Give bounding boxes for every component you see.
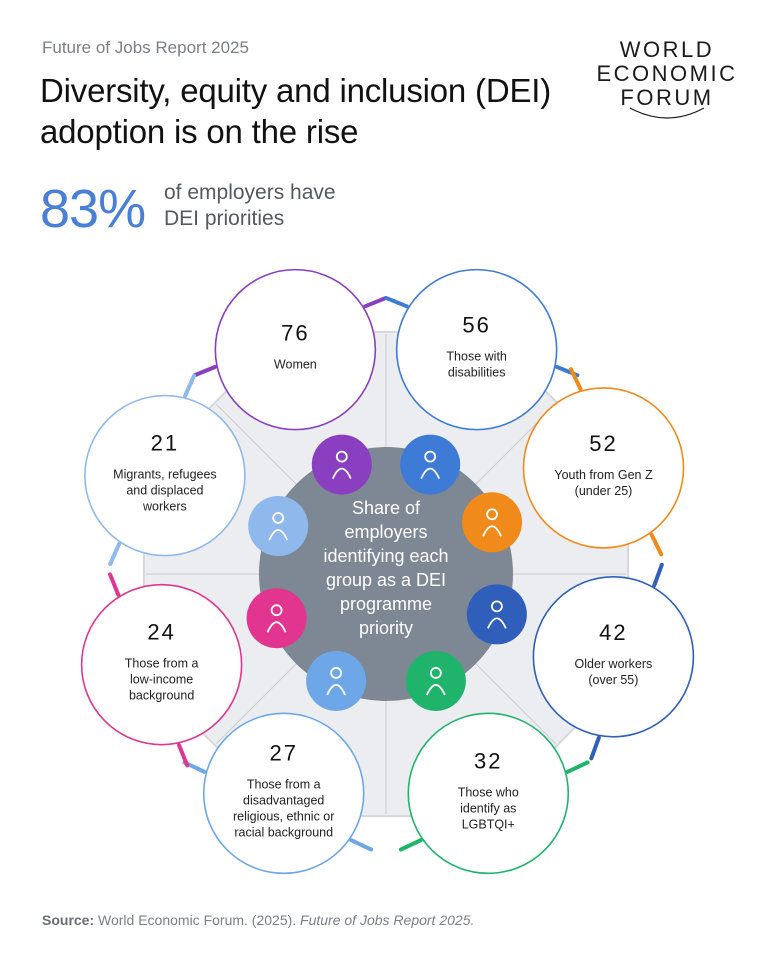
group-label-line: disadvantaged <box>243 793 324 807</box>
edge-accent <box>108 572 121 597</box>
group-label: Older workers (over 55) <box>575 657 653 687</box>
headline-stat-label: of employers have DEI priorities <box>164 180 384 232</box>
source-report-name: Future of Jobs Report 2025. <box>300 912 475 928</box>
headline-stat-value: 83% <box>40 179 146 239</box>
edge-accent <box>349 838 374 852</box>
flag-icon-glyph <box>426 667 446 696</box>
group-bubble <box>80 583 243 746</box>
edge-accent <box>108 541 122 566</box>
group-label-line: Older workers <box>575 657 653 671</box>
hands-icon <box>306 650 367 711</box>
group-label-line: Women <box>274 358 317 372</box>
group-value: 42 <box>599 620 627 645</box>
group-of-people-icon <box>462 492 523 553</box>
edge-accent <box>589 735 601 761</box>
group-of-people-icon-glyph <box>482 508 502 537</box>
group-label-line: background <box>129 689 194 703</box>
wef-logo: WORLD ECONOMIC FORUM <box>592 38 742 130</box>
source-label: Source: <box>42 912 95 928</box>
radial-chart: Share of employers identifying each group a… <box>80 268 695 875</box>
page-title: Diversity, equity and inclusion (DEI) ad… <box>40 72 552 150</box>
center-label: Share of employers identifying each group a… <box>323 498 448 638</box>
group-label: Those with disabilities <box>446 350 506 380</box>
center-label-line: group as a DEI <box>326 570 446 590</box>
wheelchair-icon <box>400 434 461 495</box>
group-bubble <box>84 394 246 557</box>
group-label: Those who identify as LGBTQI+ <box>458 785 519 831</box>
group-value: 24 <box>147 620 175 645</box>
group-label: Those from a disadvantaged religious, ethn… <box>233 777 334 839</box>
edge-accent <box>384 296 409 309</box>
logo-line-2: ECONOMIC <box>596 61 738 86</box>
edge-accent <box>192 364 217 378</box>
headline-stat-line-1: of employers have <box>164 181 336 204</box>
edge-accent <box>652 562 664 588</box>
center-label-line: Share of <box>352 498 421 518</box>
edge-accent <box>649 532 664 557</box>
older-workers-icon-glyph <box>487 600 507 629</box>
woman-icon <box>311 434 372 495</box>
group-bubble <box>407 712 570 875</box>
source-note: Source: World Economic Forum. (2025). Fu… <box>42 912 474 928</box>
group-label-line: racial background <box>234 825 333 839</box>
logo-line-3: FORUM <box>620 85 714 110</box>
boat-icon-glyph <box>268 512 289 541</box>
woman-icon-glyph <box>331 450 352 479</box>
group-label: Those from a low-income background <box>125 657 199 703</box>
edge-accent <box>565 760 590 774</box>
group-value: 52 <box>589 431 617 456</box>
center-label-line: identifying each <box>323 546 448 566</box>
group-value: 21 <box>151 431 179 456</box>
group-label: Migrants, refugees and displaced workers <box>113 468 217 514</box>
group-label-line: identify as <box>460 801 516 815</box>
logo-arc-icon <box>629 107 705 119</box>
edge-accent <box>176 743 190 768</box>
group-label-line: religious, ethnic or <box>233 809 334 823</box>
center-label-line: programme <box>340 594 432 614</box>
group-label: Youth from Gen Z (under 25) <box>554 468 653 498</box>
flag-icon <box>405 650 466 711</box>
center-circle <box>259 447 513 701</box>
group-label-line: Those from a <box>125 657 199 671</box>
group-value: 76 <box>281 321 309 346</box>
group-label-line: LGBTQI+ <box>462 817 515 831</box>
group-bubble <box>214 268 377 431</box>
group-label-line: (over 55) <box>588 673 638 687</box>
edge-accent <box>398 838 423 852</box>
group-label-line: Migrants, refugees <box>113 468 217 482</box>
headline-stat-line-2: DEI priorities <box>164 207 285 230</box>
edge-accent <box>568 367 583 391</box>
center-label-line: employers <box>344 522 427 542</box>
center-label-line: priority <box>359 618 413 638</box>
group-label-line: workers <box>142 500 187 514</box>
group-bubble <box>395 268 558 431</box>
group-label-line: disabilities <box>448 366 506 380</box>
group-bubble <box>522 387 685 549</box>
wheelchair-icon-glyph <box>420 450 441 479</box>
group-label-line: Those who <box>458 785 519 799</box>
group-label-line: and displaced <box>126 484 203 498</box>
group-value: 27 <box>269 740 297 765</box>
group-value: 32 <box>474 748 502 773</box>
boat-icon <box>248 496 309 557</box>
group-label: Women <box>274 358 317 372</box>
group-label-line: Youth from Gen Z <box>554 468 653 482</box>
low-income-icon-glyph <box>266 604 287 633</box>
group-value: 56 <box>462 313 490 338</box>
low-income-icon <box>246 588 307 649</box>
logo-line-1: WORLD <box>619 37 715 62</box>
edge-accent <box>363 296 388 309</box>
group-label-line: low-income <box>130 673 193 687</box>
edge-accent <box>183 373 197 398</box>
group-label-line: (under 25) <box>575 484 633 498</box>
group-label-line: Those from a <box>247 777 321 791</box>
report-eyebrow: Future of Jobs Report 2025 <box>42 38 249 57</box>
older-workers-icon <box>466 584 527 645</box>
group-label-line: Those with <box>446 350 506 364</box>
group-bubble <box>202 712 365 875</box>
source-text: World Economic Forum. (2025). <box>98 912 297 928</box>
hands-icon-glyph <box>326 667 346 696</box>
group-bubble <box>532 575 695 738</box>
